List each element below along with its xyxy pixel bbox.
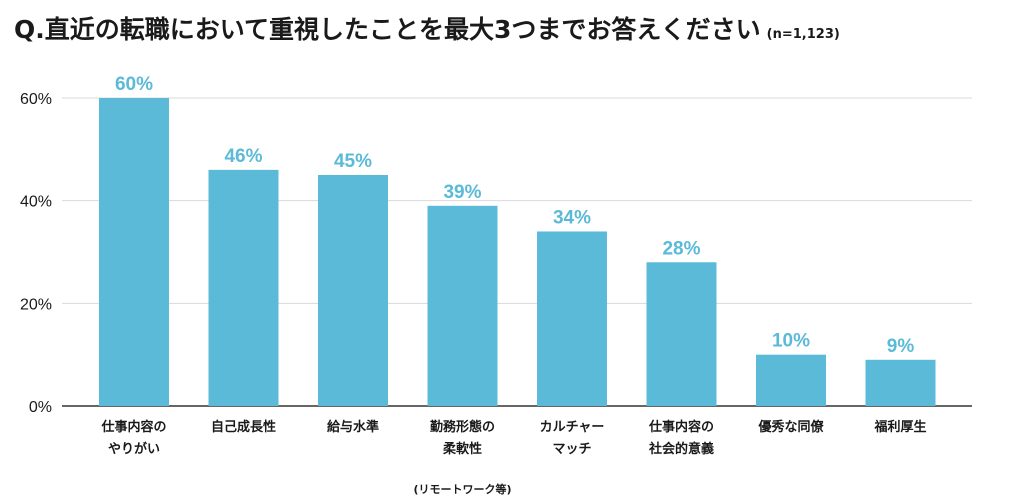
x-tick-label: 仕事内容の xyxy=(100,419,166,435)
x-tick-label: 給与水準 xyxy=(327,419,379,435)
bar xyxy=(646,262,717,406)
x-tick-label: 優秀な同僚 xyxy=(757,419,824,435)
data-label: 9% xyxy=(887,336,915,357)
y-tick-label: 0% xyxy=(29,399,52,416)
data-label: 28% xyxy=(662,238,700,259)
bar xyxy=(208,169,279,406)
data-label: 45% xyxy=(334,151,372,172)
bar xyxy=(537,231,607,406)
x-tick-note: (リモートワーク等) xyxy=(413,482,511,496)
data-label: 34% xyxy=(553,207,591,228)
sample-size-note: (n=1,123) xyxy=(766,27,840,42)
y-tick-label: 20% xyxy=(20,296,52,313)
y-tick-label: 60% xyxy=(20,91,52,108)
x-tick-label: 福利厚生 xyxy=(873,419,926,435)
x-tick-label: 仕事内容の xyxy=(648,419,714,435)
chart-title: Q.直近の転職において重視したことを最大3つまでお答えください (n=1,123) xyxy=(14,10,840,46)
data-label: 60% xyxy=(115,74,153,95)
bar xyxy=(865,359,936,406)
x-tick-label: 柔軟性 xyxy=(442,441,482,457)
data-label: 46% xyxy=(224,146,262,167)
x-tick-label: やりがい xyxy=(108,441,160,457)
bar-layer xyxy=(99,98,936,406)
bar xyxy=(99,98,169,406)
data-label: 39% xyxy=(443,182,481,203)
x-tick-label: カルチャー xyxy=(540,420,605,435)
bar xyxy=(756,354,826,406)
x-tick-label: マッチ xyxy=(552,442,591,457)
y-tick-label: 40% xyxy=(20,194,52,211)
x-tick-label: 勤務形態の xyxy=(430,419,495,435)
data-label: 10% xyxy=(772,331,810,352)
bar xyxy=(427,205,498,406)
x-tick-label: 自己成長性 xyxy=(211,419,276,435)
chart-title-text: Q.直近の転職において重視したことを最大3つまでお答えください xyxy=(14,15,761,44)
bar xyxy=(318,175,388,406)
x-tick-label: 社会的意義 xyxy=(648,441,714,457)
